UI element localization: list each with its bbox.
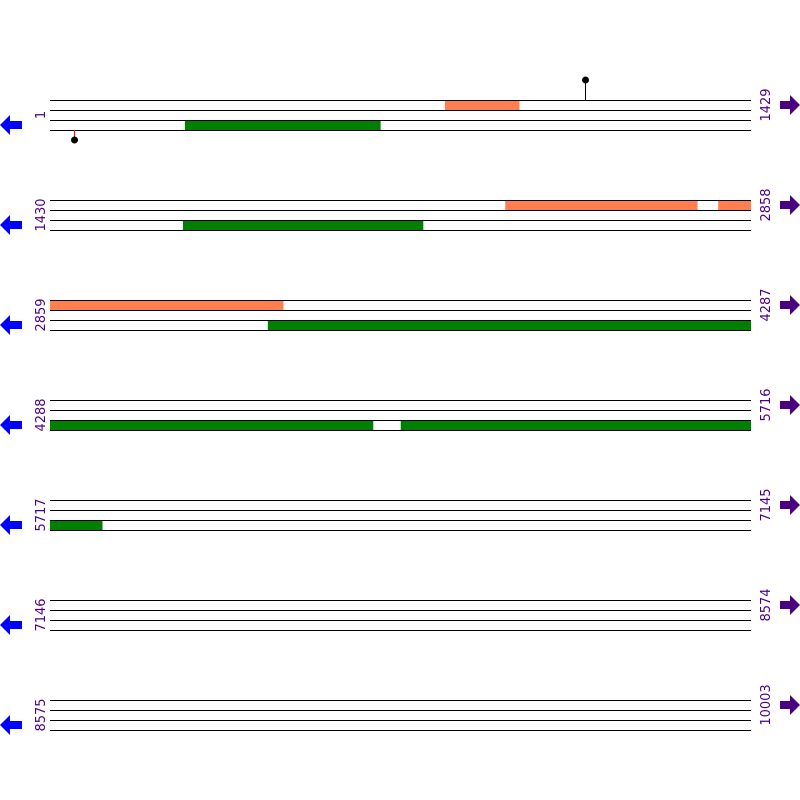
row-end-label: 10003	[759, 684, 774, 725]
row-end-label: 8574	[759, 588, 774, 621]
arrow-right-icon[interactable]	[780, 295, 800, 315]
marker-dot[interactable]	[582, 76, 589, 84]
row-end-label: 4287	[759, 288, 774, 321]
row-start-label: 7146	[34, 598, 49, 631]
row-end-label: 1429	[759, 88, 774, 121]
arrow-right-icon[interactable]	[780, 395, 800, 415]
row-end-label: 2858	[759, 188, 774, 221]
feature-green[interactable]	[267, 320, 751, 330]
arrow-left-icon[interactable]	[0, 515, 22, 535]
arrow-right-icon[interactable]	[780, 495, 800, 515]
row-start-label: 4288	[34, 398, 49, 431]
row-start-label: 5717	[34, 498, 49, 531]
arrow-left-icon[interactable]	[0, 115, 22, 135]
feature-green[interactable]	[50, 420, 374, 430]
feature-green[interactable]	[182, 220, 424, 230]
row-start-label: 1430	[34, 198, 49, 231]
arrow-left-icon[interactable]	[0, 715, 22, 735]
feature-green[interactable]	[184, 120, 381, 130]
arrow-right-icon[interactable]	[780, 95, 800, 115]
arrow-left-icon[interactable]	[0, 315, 22, 335]
feature-green[interactable]	[50, 520, 103, 530]
row-end-label: 7145	[759, 488, 774, 521]
feature-orange[interactable]	[718, 200, 751, 210]
arrow-left-icon[interactable]	[0, 615, 22, 635]
arrow-right-icon[interactable]	[780, 595, 800, 615]
arrow-right-icon[interactable]	[780, 695, 800, 715]
feature-orange[interactable]	[50, 300, 284, 310]
feature-green[interactable]	[400, 420, 751, 430]
arrow-left-icon[interactable]	[0, 215, 22, 235]
row-end-label: 5716	[759, 388, 774, 421]
arrow-right-icon[interactable]	[780, 195, 800, 215]
arrow-left-icon[interactable]	[0, 415, 22, 435]
marker-dot[interactable]	[71, 136, 78, 144]
feature-orange[interactable]	[505, 200, 698, 210]
row-start-label: 2859	[34, 298, 49, 331]
feature-orange[interactable]	[444, 100, 520, 110]
row-start-label: 1	[34, 111, 49, 119]
row-start-label: 8575	[34, 698, 49, 731]
